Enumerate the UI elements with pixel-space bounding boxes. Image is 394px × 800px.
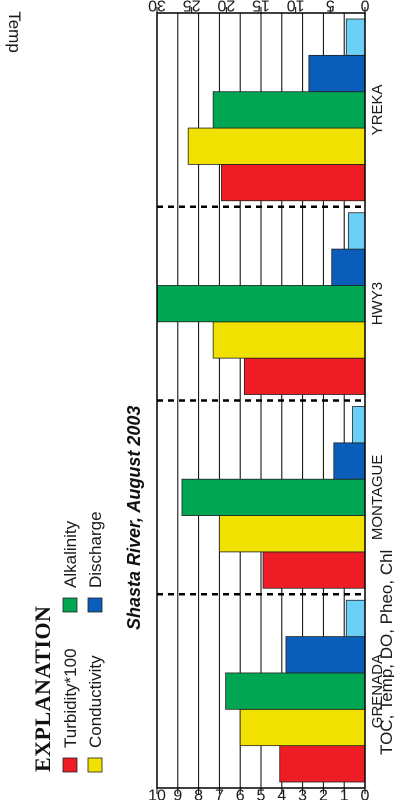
bar <box>352 406 366 444</box>
legend-swatch <box>62 597 78 613</box>
legend-label: Conductivity <box>86 655 105 748</box>
right-tick-label: 5 <box>326 0 335 14</box>
legend-swatch <box>87 597 103 613</box>
bar <box>181 478 366 516</box>
right-tick-label: 30 <box>148 0 166 14</box>
category-label: MONTAGUE <box>369 455 386 541</box>
legend-swatch <box>62 757 78 773</box>
left-tick-label: 1 <box>340 788 349 800</box>
legend-label: Alkalinity <box>61 520 80 588</box>
bar <box>333 442 366 480</box>
right-tick-label: 25 <box>183 0 201 14</box>
legend-label: Turbidity*100 <box>61 648 80 748</box>
category-labels: GRENADA MONTAGUE HWY3 YREKA <box>369 84 386 728</box>
category-separators <box>157 205 365 596</box>
left-tick-label: 3 <box>298 788 307 800</box>
right-tick-label: 20 <box>217 0 235 14</box>
bar <box>187 127 366 165</box>
legend: EXPLANATION Turbidity*100 Conductivity Alk… <box>30 511 105 773</box>
left-tick-label: 6 <box>236 788 245 800</box>
right-axis-ticks: 0 5 10 15 20 25 30 <box>148 0 369 14</box>
bar <box>212 321 366 359</box>
bar <box>212 91 366 129</box>
bar <box>243 357 366 395</box>
right-axis-label: Temp <box>5 11 24 53</box>
left-tick-label: 8 <box>194 788 203 800</box>
bar <box>156 285 366 323</box>
category-label: GRENADA <box>369 654 386 728</box>
left-tick-label: 0 <box>361 788 370 800</box>
right-tick-label: 15 <box>252 0 270 14</box>
bar <box>345 599 366 638</box>
left-tick-label: 9 <box>173 788 182 800</box>
bar <box>308 54 366 93</box>
left-axis-label: TOC, Temp, DO, Pheo, Chl <box>377 550 394 755</box>
left-tick-label: 4 <box>277 788 286 800</box>
bar <box>285 636 366 674</box>
left-tick-label: 7 <box>215 788 224 800</box>
bar <box>218 515 366 553</box>
bar <box>221 164 366 202</box>
left-tick-label: 10 <box>148 788 166 800</box>
category-label: HWY3 <box>369 282 386 325</box>
bar <box>331 248 366 286</box>
bar <box>262 551 366 589</box>
bar <box>225 672 366 710</box>
bar <box>347 212 366 250</box>
left-tick-label: 5 <box>257 788 266 800</box>
bar <box>279 745 366 783</box>
bar <box>239 708 366 747</box>
chart-title: Shasta River, August 2003 <box>124 406 144 630</box>
right-tick-label: 0 <box>360 0 369 14</box>
legend-title: EXPLANATION <box>30 606 55 772</box>
left-tick-label: 2 <box>319 788 328 800</box>
category-label: YREKA <box>369 84 386 135</box>
right-tick-label: 10 <box>287 0 305 14</box>
bar <box>345 18 366 56</box>
legend-label: Discharge <box>86 511 105 588</box>
legend-swatch <box>87 757 103 773</box>
